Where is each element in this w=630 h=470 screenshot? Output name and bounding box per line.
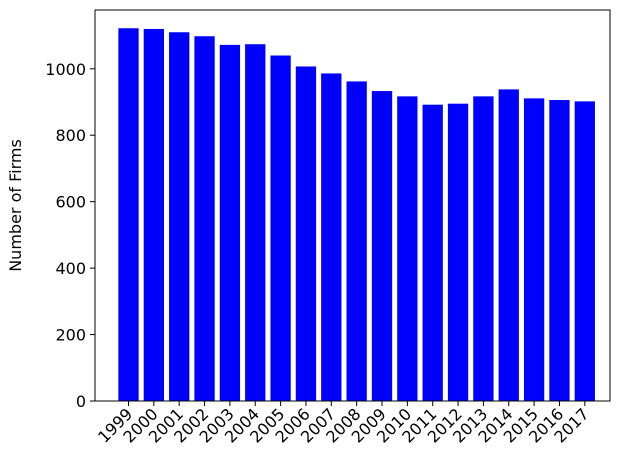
plot-frame — [94, 9, 611, 402]
bar-2010 — [397, 96, 418, 402]
bar-2011 — [422, 104, 443, 402]
bar-1999 — [118, 28, 139, 402]
bar-2006 — [295, 66, 317, 401]
bar-2016 — [549, 100, 570, 401]
y-tick-label: 400 — [55, 259, 86, 278]
y-tick-label: 800 — [55, 126, 86, 145]
bar-2001 — [169, 32, 190, 401]
y-tick-label: 0 — [76, 392, 86, 411]
bar-2007 — [321, 73, 342, 401]
bar-2005 — [270, 55, 291, 401]
bar-2012 — [447, 103, 469, 402]
bar-2013 — [473, 96, 494, 402]
bar-2014 — [498, 89, 519, 402]
y-tick-label: 200 — [55, 326, 86, 345]
bar-2009 — [371, 91, 393, 401]
y-tick-label: 600 — [55, 193, 86, 212]
x-axis-ticks: 1999200020012002200320042005200620072008… — [94, 401, 593, 447]
y-axis-ticks: 0 200 400 600 800 1000 — [45, 60, 95, 411]
bar-2002 — [194, 36, 215, 402]
y-axis-label: Number of Firms — [6, 139, 25, 272]
bar-2003 — [219, 44, 241, 401]
bar-2008 — [346, 81, 367, 402]
bar-2000 — [143, 28, 164, 401]
bar-2017 — [574, 101, 595, 402]
bars-group — [118, 28, 595, 402]
y-tick-label: 1000 — [45, 60, 86, 79]
bar-2015 — [523, 98, 545, 402]
bar-2004 — [245, 44, 266, 401]
